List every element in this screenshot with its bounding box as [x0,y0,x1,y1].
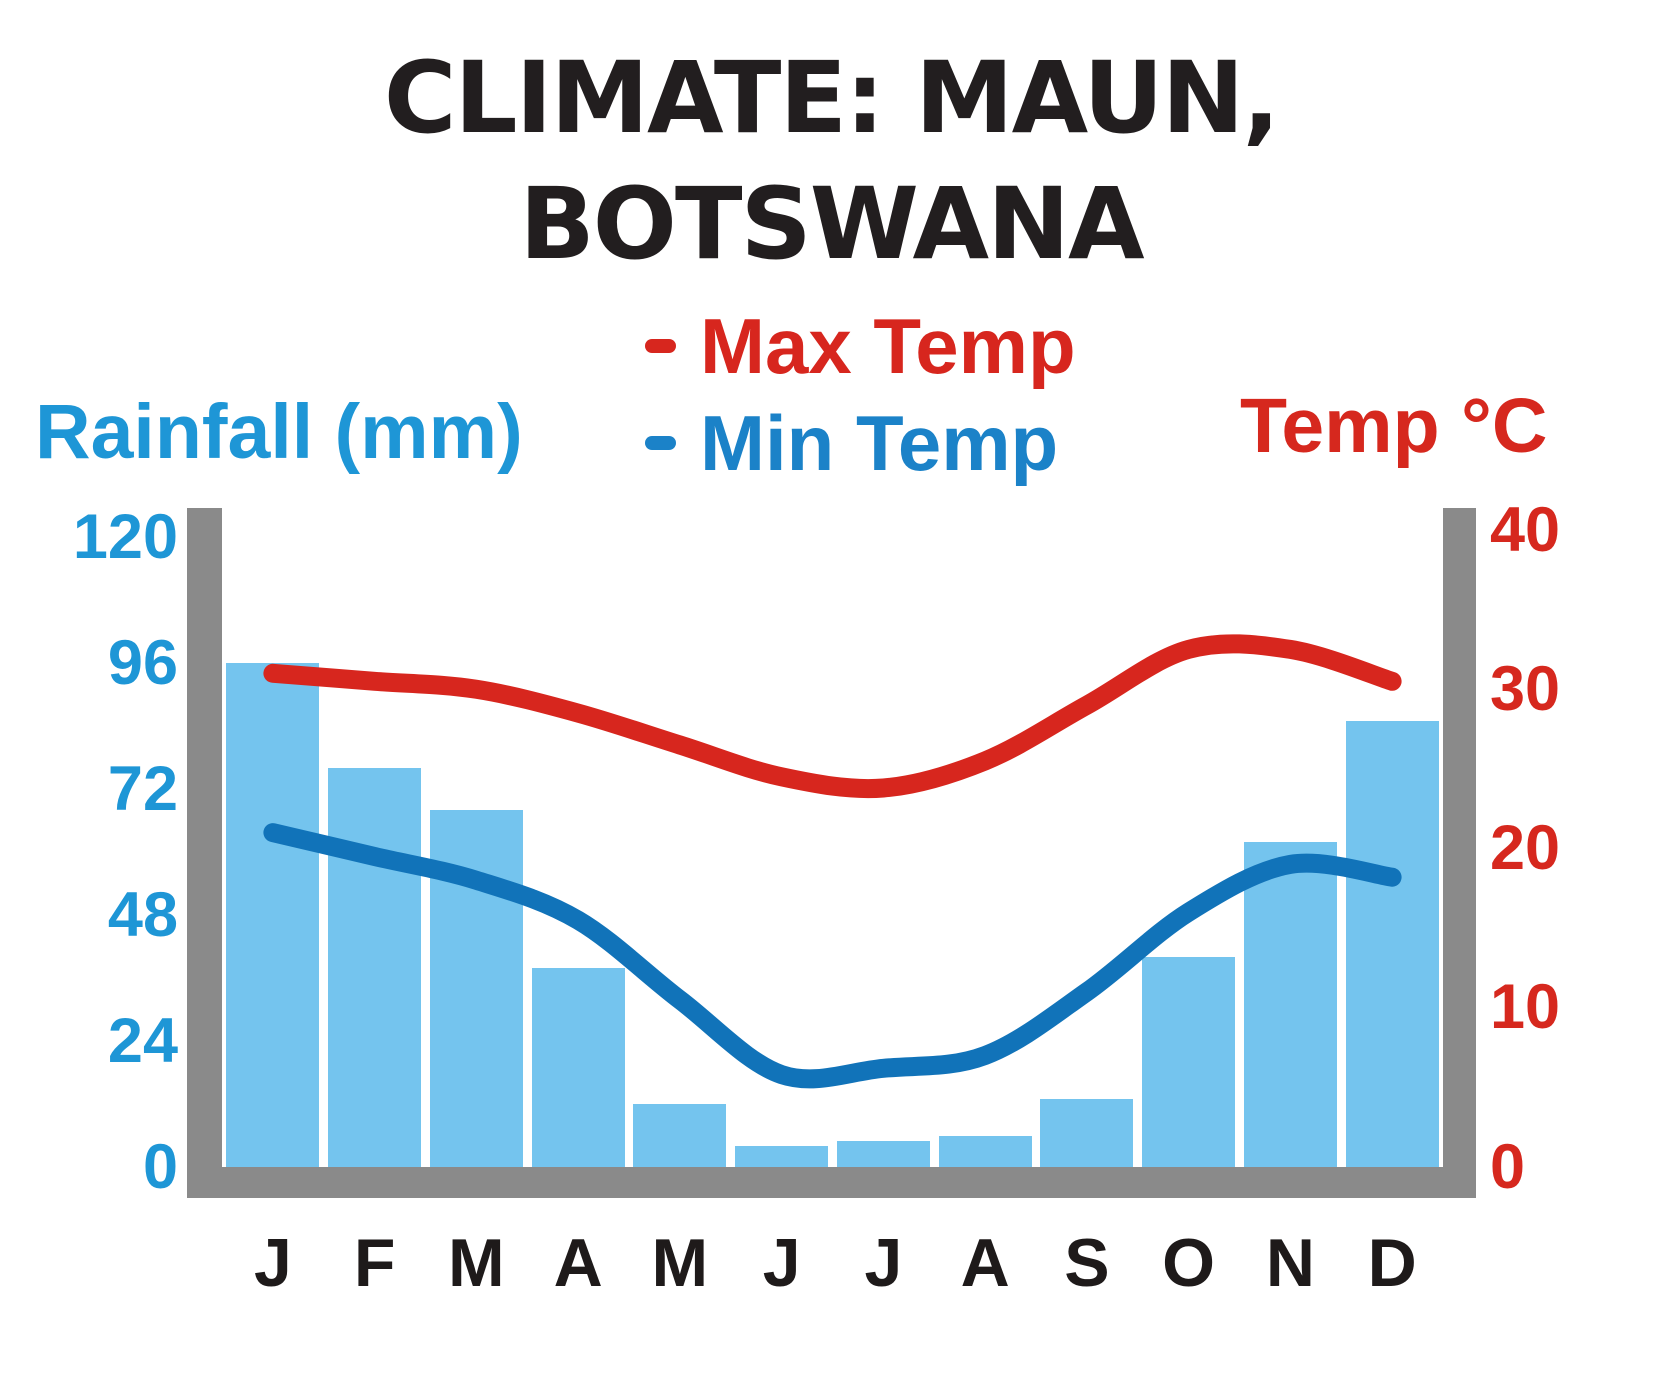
max-temp-line [263,634,1402,799]
left-tick-label: 72 [107,753,178,824]
left-tick-label: 96 [107,627,178,698]
right-tick-label: 30 [1490,653,1561,724]
bottom-axis-bar [187,1167,1476,1198]
right-tick-label: 0 [1490,1131,1526,1202]
month-label: F [353,1225,396,1301]
right-tick-label: 10 [1490,972,1561,1043]
month-label: M [651,1225,709,1301]
legend-max-temp: Max Temp [645,300,1076,392]
month-label: J [253,1225,292,1301]
chart-title-line2: BOTSWANA [519,167,1144,282]
month-label: A [553,1225,603,1301]
legend-min-temp: Min Temp [645,397,1058,489]
month-label: J [762,1225,801,1301]
month-label: A [960,1225,1010,1301]
left-axis-bar [187,508,222,1198]
chart-title-line1: CLIMATE: MAUN, [383,41,1280,156]
rainfall-bar [1142,957,1236,1167]
left-tick-label: 120 [72,501,178,572]
legend-min-temp-label: Min Temp [700,399,1059,487]
month-label: S [1064,1225,1110,1301]
month-label: N [1265,1225,1315,1301]
rainfall-bar [328,768,422,1167]
min-temp-line [263,823,1402,1089]
right-tick-label: 20 [1490,813,1561,883]
rainfall-bar [1040,1098,1134,1167]
month-label: J [864,1225,903,1301]
min-temp-dash-icon [645,436,676,450]
rainfall-bar [938,1135,1032,1167]
rainfall-bar [836,1140,930,1167]
right-axis-bar [1443,508,1476,1198]
rainfall-bar [531,967,625,1167]
max-temp-dash-icon [645,339,676,353]
rainfall-bar [633,1104,727,1167]
left-tick-label: 48 [107,879,178,950]
rainfall-bar [226,663,320,1167]
legend-max-temp-label: Max Temp [700,302,1076,390]
chart-title: CLIMATE: MAUN, BOTSWANA [0,36,1662,288]
right-tick-label: 40 [1490,494,1561,565]
month-label: M [448,1225,505,1301]
month-label: O [1162,1225,1216,1301]
left-tick-label: 24 [107,1005,178,1076]
left-axis-title: Rainfall (mm) [35,388,523,475]
rainfall-bar [735,1146,829,1167]
month-label: D [1367,1225,1417,1301]
rainfall-bar [1243,841,1337,1167]
left-tick-label: 0 [142,1131,178,1202]
right-axis-title: Temp °C [1240,382,1548,469]
rainfall-bar [1345,720,1439,1167]
